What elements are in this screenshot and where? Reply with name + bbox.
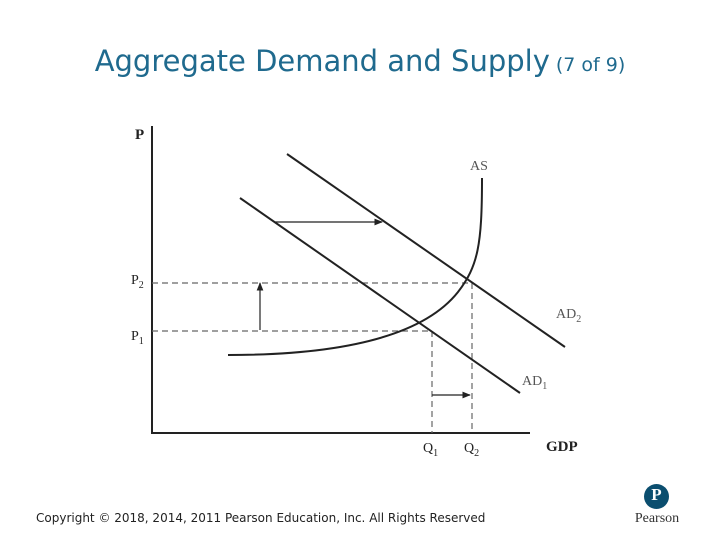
x-axis-label: GDP [546,439,578,455]
pearson-logo: P Pearson [626,484,688,530]
p2-label: P2 [131,273,144,291]
q2-label: Q2 [464,441,479,459]
copyright-notice: Copyright © 2018, 2014, 2011 Pearson Edu… [36,511,486,525]
title-suffix: (7 of 9) [555,54,626,76]
y-axis-label: P [135,127,144,143]
slide-title: Aggregate Demand and Supply (7 of 9) [0,44,720,78]
as-curve [227,177,483,356]
ad1-curve [239,197,521,394]
p1-label: P1 [131,329,144,347]
q1-label: Q1 [423,441,438,459]
ad2-label: AD2 [556,307,581,325]
ad2-curve [286,153,566,348]
ad1-label: AD1 [522,374,547,392]
pearson-wordmark: Pearson [634,511,680,526]
as-label: AS [470,159,488,174]
pearson-p-icon: P [644,484,669,509]
title-main: Aggregate Demand and Supply [94,44,550,78]
